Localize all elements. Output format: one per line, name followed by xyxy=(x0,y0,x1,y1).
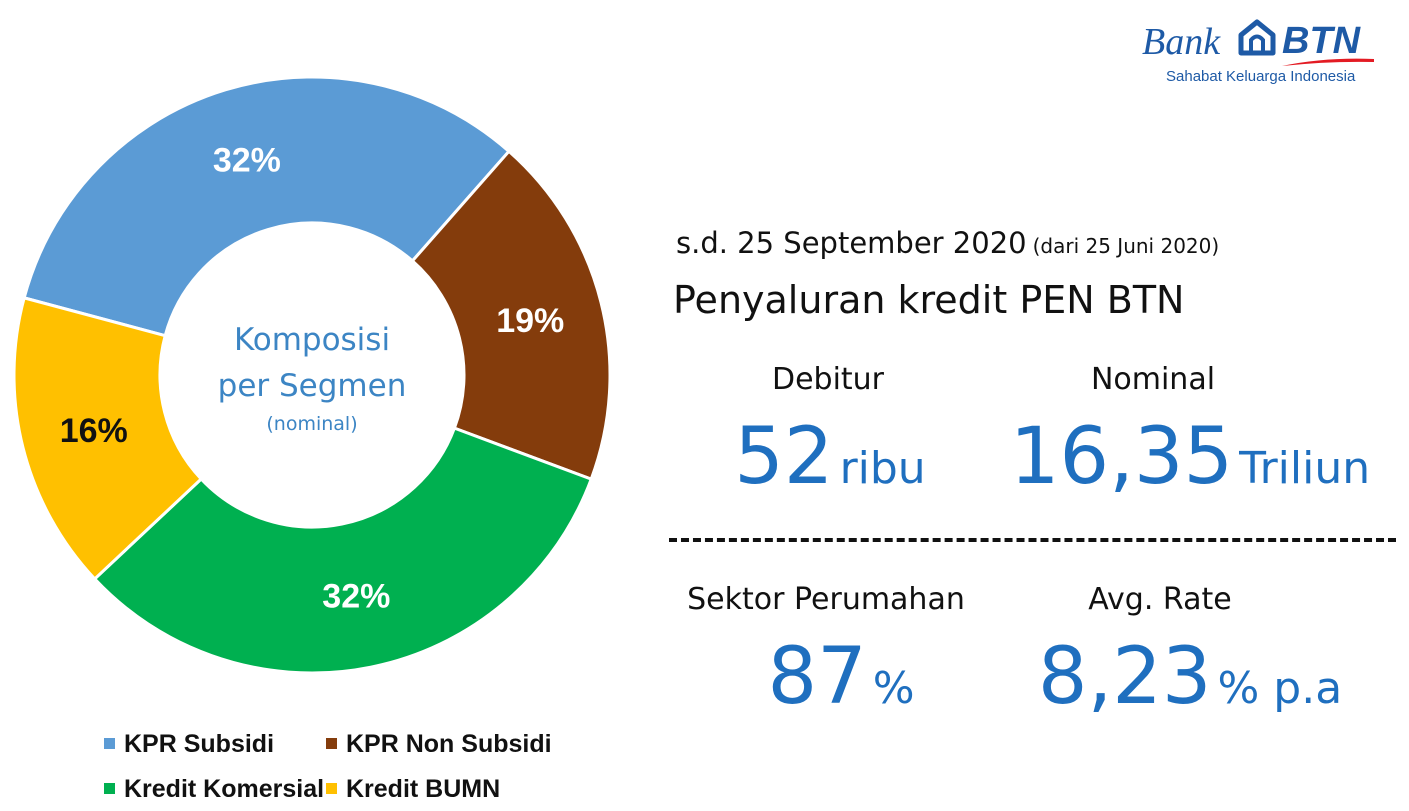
slice-label-kpr-subsidi: 32% xyxy=(213,142,281,180)
legend-label: Kredit Komersial xyxy=(124,775,325,803)
legend-swatch xyxy=(104,737,115,749)
nominal-value: 16,35 Triliun xyxy=(985,412,1395,502)
page-title: Penyaluran kredit PEN BTN xyxy=(673,278,1185,322)
logo-btn-text: BTN xyxy=(1282,20,1361,62)
legend-swatch xyxy=(326,737,337,749)
house-icon xyxy=(1238,19,1276,56)
debitur-number: 52 xyxy=(734,412,834,502)
rate-number: 8,23 xyxy=(1037,632,1212,722)
rate-label: Avg. Rate xyxy=(1088,582,1232,617)
sektor-label: Sektor Perumahan xyxy=(687,582,965,617)
period-note: (dari 25 Juni 2020) xyxy=(1032,234,1220,258)
donut-slice-kpr-non-subsidi xyxy=(410,149,612,482)
legend-item-kredit-komersial: Kredit Komersial xyxy=(104,775,324,804)
nominal-number: 16,35 xyxy=(1009,412,1234,502)
donut-center-note: (nominal) xyxy=(266,413,358,435)
legend-label: Kredit BUMN xyxy=(346,775,501,803)
nominal-label: Nominal xyxy=(1090,362,1216,397)
rate-unit: % p.a xyxy=(1217,663,1343,714)
sektor-number: 87 xyxy=(767,632,867,722)
donut-slice-kredit-komersial xyxy=(92,426,594,675)
slice-label-kredit-bumn: 16% xyxy=(60,412,128,450)
dashed-divider xyxy=(669,538,1396,542)
donut-slice-kredit-bumn xyxy=(12,296,204,582)
legend-swatch xyxy=(104,782,115,794)
legend-item-kpr-non-subsidi: KPR Non Subsidi xyxy=(326,730,552,759)
donut-slice-kpr-subsidi xyxy=(22,75,512,338)
slice-label-kpr-non-subsidi: 19% xyxy=(496,302,564,340)
legend-item-kredit-bumn: Kredit BUMN xyxy=(326,775,500,804)
debitur-label: Debitur xyxy=(771,362,885,397)
legend-item-kpr-subsidi: KPR Subsidi xyxy=(104,730,274,759)
slice-label-kredit-komersial: 32% xyxy=(322,578,390,616)
donut-center-title: Komposisi xyxy=(233,322,391,358)
nominal-unit: Triliun xyxy=(1239,443,1371,494)
legend-swatch xyxy=(326,782,337,794)
legend-label: KPR Subsidi xyxy=(124,730,275,758)
donut-center-subtitle: per Segmen xyxy=(217,368,407,404)
legend-label: KPR Non Subsidi xyxy=(346,730,552,758)
logo-tagline: Sahabat Keluarga Indonesia xyxy=(1166,68,1356,85)
sektor-unit: % xyxy=(872,663,915,714)
logo-bank-text: Bank xyxy=(1142,21,1221,63)
sektor-value: 87% xyxy=(716,632,966,722)
period-date: s.d. 25 September 2020 xyxy=(676,226,1027,260)
period-line: s.d. 25 September 2020 (dari 25 Juni 2020… xyxy=(676,226,1219,260)
debitur-unit: ribu xyxy=(839,443,926,494)
swoosh-icon xyxy=(1282,58,1374,66)
rate-value: 8,23% p.a xyxy=(1010,632,1370,722)
debitur-value: 52 ribu xyxy=(700,412,960,502)
bank-btn-logo: Bank BTN Sahabat Keluarga Indonesia xyxy=(1142,12,1382,88)
donut-chart: 32% 19% 32% 16% xyxy=(12,75,612,675)
